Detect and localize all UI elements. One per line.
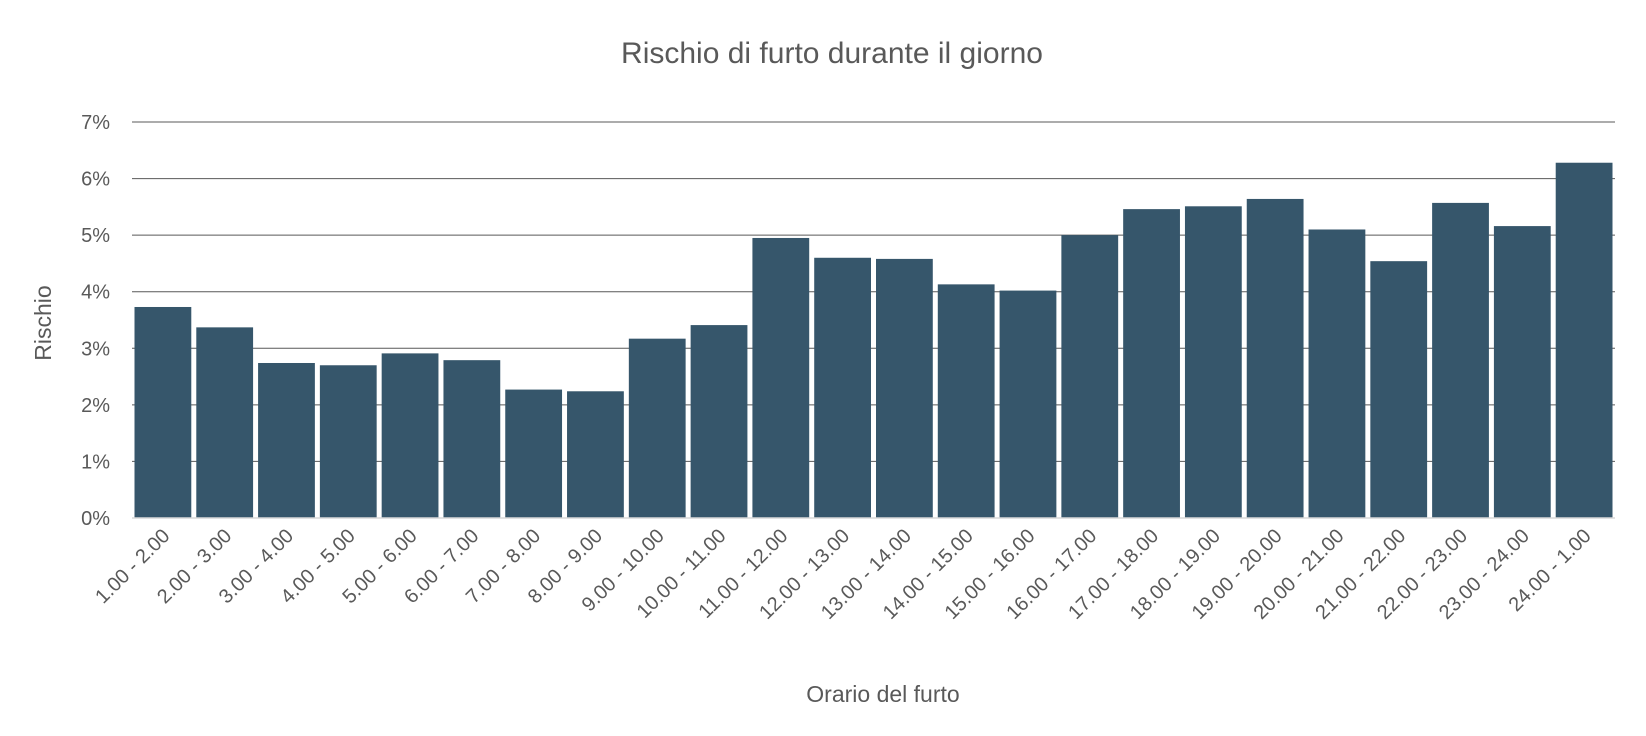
- y-axis-ticks: 0% 1% 2% 3% 4% 5% 6% 7%: [81, 112, 110, 530]
- bar: [258, 362, 315, 518]
- bar: [1061, 235, 1119, 518]
- bar: [628, 338, 686, 518]
- bar: [814, 257, 871, 518]
- y-tick-label: 4%: [81, 282, 110, 304]
- bar: [319, 365, 377, 518]
- bars: [134, 162, 1613, 519]
- y-tick-label: 1%: [81, 451, 110, 473]
- bar: [690, 325, 748, 518]
- y-tick-label: 0%: [81, 508, 110, 530]
- y-tick-label: 6%: [81, 169, 110, 191]
- bar: [567, 391, 624, 518]
- y-tick-label: 7%: [81, 112, 110, 134]
- bar: [1493, 226, 1551, 518]
- bar: [1308, 229, 1366, 518]
- gridlines: [132, 121, 1615, 462]
- bar: [1370, 261, 1428, 518]
- bar: [999, 290, 1057, 518]
- bar: [381, 353, 439, 518]
- x-axis-ticks: 1.00 - 2.002.00 - 3.003.00 - 4.004.00 - …: [91, 525, 1595, 624]
- bar: [1432, 202, 1489, 518]
- bar: [752, 237, 810, 518]
- y-tick-label: 3%: [81, 338, 110, 360]
- bar: [196, 327, 254, 518]
- bar: [1555, 162, 1613, 518]
- x-axis-title: Orario del furto: [806, 681, 959, 707]
- bar: [1246, 198, 1304, 519]
- bar: [1123, 209, 1180, 518]
- chart-title: Rischio di furto durante il giorno: [621, 37, 1043, 70]
- bar: [937, 284, 995, 518]
- bar: [443, 360, 501, 518]
- y-tick-label: 2%: [81, 395, 110, 417]
- bar: [134, 306, 192, 518]
- y-tick-label: 5%: [81, 225, 110, 247]
- bar: [876, 258, 933, 518]
- bar: [505, 389, 563, 518]
- bar: [1184, 206, 1242, 518]
- y-axis-title: Rischio: [30, 285, 56, 360]
